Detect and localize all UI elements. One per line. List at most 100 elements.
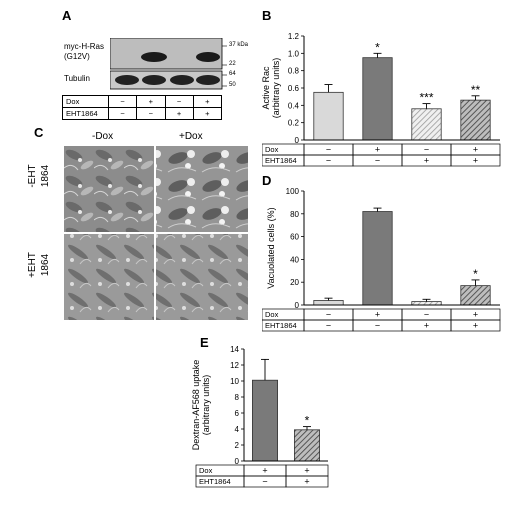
y-tick-label: 0.6 [288,84,300,93]
chart-e: Dextran-AF568 uptake(arbitrary units) 0 2 4… [191,345,329,488]
blot-eht-cell: − [136,107,166,120]
y-tick-label: 0 [295,136,300,145]
micrograph-grid [64,146,248,320]
condition-value: − [375,156,380,166]
blot-eht-cell: + [192,107,223,120]
micrograph-plus-dox-plus-eht [156,234,248,320]
bar [460,285,491,306]
condition-value: − [326,156,331,166]
bar [411,108,442,141]
condition-row-label: Dox [265,145,279,154]
blot-dox-cell: − [164,95,194,108]
panel-letter-c: C [34,125,44,140]
condition-value: − [424,310,429,320]
condition-value: + [262,466,267,476]
condition-cell [450,154,501,167]
blot-marker-37: 37 kDa [229,42,249,48]
condition-cell [285,475,329,488]
panel-letter-b: B [262,8,272,23]
blot-label-ras-line1: myc-H-Ras [64,42,104,51]
y-axis-label: Dextran-AF568 uptake(arbitrary units) [191,360,211,451]
significance-marker: * [473,267,478,281]
y-tick-label: 60 [290,233,299,242]
panel-letter-a: A [62,8,72,23]
blot-dox-cell: + [136,95,166,108]
condition-value: + [424,156,429,166]
condition-value: + [375,310,380,320]
condition-value: − [326,145,331,155]
bar [313,300,344,306]
panel-letter-e: E [200,335,209,350]
condition-value: + [473,145,478,155]
condition-value: + [304,466,309,476]
blot-eht-label: EHT1864 [62,107,109,120]
condition-value: + [473,310,478,320]
y-tick-label: 80 [290,210,299,219]
blot-band-tubulin-2 [142,75,166,85]
condition-value: + [473,156,478,166]
blot-dox-cell: − [107,95,138,108]
micrograph-minus-dox-plus-eht [64,234,154,320]
blot-marker-22: 22 [229,61,236,67]
blot-eht-cell: + [164,107,194,120]
micrograph-col-label: +Dox [179,131,203,142]
y-tick-label: 8 [235,393,240,402]
significance-marker: ** [471,83,481,97]
y-tick-label: 40 [290,255,299,264]
micrograph-plus-dox-minus-eht [156,146,248,232]
bar [294,429,321,462]
bar [313,91,344,141]
condition-row-label: Dox [265,310,279,319]
y-axis-label: Active Rac(arbitrary units) [262,58,281,119]
micrograph-row-label: -EHT 1864 [27,164,51,188]
condition-value: − [326,310,331,320]
condition-row-label: EHT1864 [265,156,297,165]
y-tick-label: 0 [235,457,240,466]
bar [252,379,279,462]
condition-row-label: EHT1864 [265,321,297,330]
blot-dox-cell: + [192,95,223,108]
y-tick-label: 14 [230,345,239,354]
blot-eht-cell: − [107,107,138,120]
blot-condition-table: Dox − + − + EHT1864 − − + + [62,95,223,120]
blot-band-tubulin-1 [115,75,139,85]
blot-row-dox: Dox − + − + [62,95,223,108]
condition-value: + [304,477,309,487]
bar [362,211,393,306]
y-axis-label: Vacuolated cells (%) [266,207,276,288]
y-tick-label: 1.2 [288,32,300,41]
y-tick-label: 100 [286,187,300,196]
y-tick-label: 6 [235,409,240,418]
significance-marker: *** [419,91,433,105]
blot-label-ras: myc-H-Ras (G12V) [64,42,104,62]
blot-band-tubulin-4 [196,75,220,85]
condition-cell [450,319,501,332]
y-tick-label: 0.4 [288,101,300,110]
y-tick-label: 0.8 [288,67,300,76]
blot-band-ras-2 [141,52,167,62]
condition-row-label: EHT1864 [199,477,231,486]
micrograph-row-label: +EHT 1864 [27,252,51,278]
y-tick-label: 12 [230,361,239,370]
micrograph-col-label: -Dox [92,131,114,142]
bar [362,57,393,141]
blot-marker-50: 50 [229,82,236,88]
y-tick-label: 4 [235,425,240,434]
condition-row-label: Dox [199,466,213,475]
significance-marker: * [375,40,380,54]
bar [411,301,442,306]
micrograph-minus-dox-minus-eht [64,146,154,232]
y-tick-label: 2 [235,441,240,450]
chart-b: Active Rac(arbitrary units) 0 0.2 0.4 0.6 0.8… [262,32,501,167]
condition-value: − [375,321,380,331]
y-tick-label: 0.2 [288,119,300,128]
condition-value: − [326,321,331,331]
y-tick-label: 10 [230,377,239,386]
blot-dox-label: Dox [62,95,109,108]
blot-image [110,38,227,90]
bar [460,99,491,141]
condition-value: + [375,145,380,155]
blot-row-eht: EHT1864 − − + + [62,107,223,120]
condition-value: − [424,145,429,155]
